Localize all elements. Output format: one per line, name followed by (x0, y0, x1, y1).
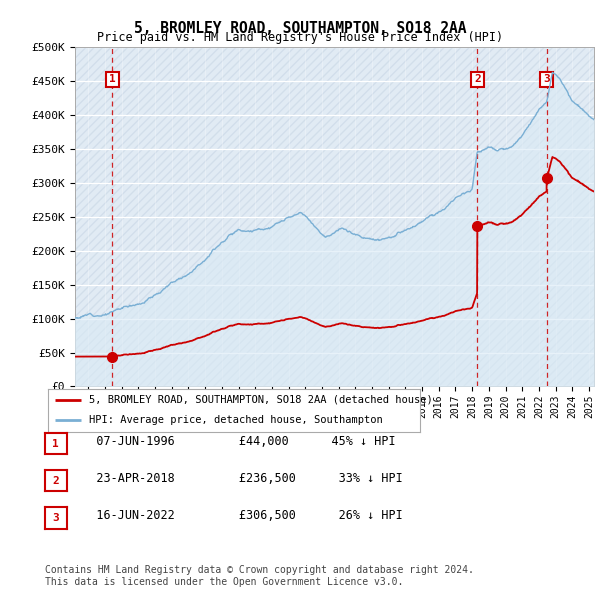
Text: 1: 1 (52, 439, 59, 448)
Text: Contains HM Land Registry data © Crown copyright and database right 2024.
This d: Contains HM Land Registry data © Crown c… (45, 565, 474, 587)
Text: 16-JUN-2022         £306,500      26% ↓ HPI: 16-JUN-2022 £306,500 26% ↓ HPI (75, 509, 403, 522)
Text: 2: 2 (474, 74, 481, 84)
Text: 07-JUN-1996         £44,000      45% ↓ HPI: 07-JUN-1996 £44,000 45% ↓ HPI (75, 435, 395, 448)
Text: 3: 3 (52, 513, 59, 523)
Text: 5, BROMLEY ROAD, SOUTHAMPTON, SO18 2AA (detached house): 5, BROMLEY ROAD, SOUTHAMPTON, SO18 2AA (… (89, 395, 433, 405)
Text: 3: 3 (543, 74, 550, 84)
Text: 5, BROMLEY ROAD, SOUTHAMPTON, SO18 2AA: 5, BROMLEY ROAD, SOUTHAMPTON, SO18 2AA (134, 21, 466, 35)
Text: 1: 1 (109, 74, 116, 84)
Text: 23-APR-2018         £236,500      33% ↓ HPI: 23-APR-2018 £236,500 33% ↓ HPI (75, 472, 403, 485)
Text: 2: 2 (52, 476, 59, 486)
Text: HPI: Average price, detached house, Southampton: HPI: Average price, detached house, Sout… (89, 415, 383, 425)
Text: Price paid vs. HM Land Registry's House Price Index (HPI): Price paid vs. HM Land Registry's House … (97, 31, 503, 44)
